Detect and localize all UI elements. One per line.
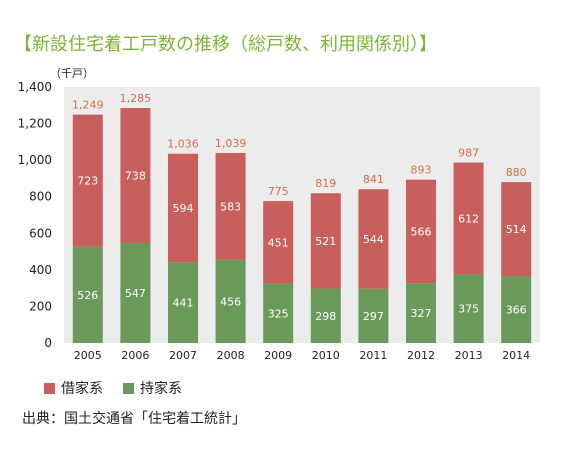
y-tick-label: 1,200 bbox=[18, 117, 52, 131]
source-note: 出典：国土交通省「住宅着工統計」 bbox=[22, 411, 246, 427]
x-tick-label: 2007 bbox=[169, 349, 197, 362]
y-tick-label: 1,400 bbox=[18, 80, 52, 94]
data-label-owned: 526 bbox=[77, 289, 98, 302]
bar-segment-owned bbox=[453, 274, 484, 343]
legend-item-owned: 持家系 bbox=[123, 378, 182, 398]
data-label-lease: 514 bbox=[506, 223, 527, 236]
chart-title: 【新設住宅着工戸数の推移（総戸数、利用関係別）】 bbox=[14, 34, 437, 55]
data-label-total: 1,036 bbox=[167, 138, 199, 151]
data-label-owned: 327 bbox=[411, 307, 432, 320]
data-label-lease: 544 bbox=[363, 233, 384, 246]
bar-segment-lease bbox=[215, 153, 246, 260]
bar-segment-owned bbox=[215, 259, 246, 343]
x-tick-label: 2010 bbox=[312, 349, 340, 362]
data-label-total: 1,285 bbox=[120, 92, 152, 105]
data-label-owned: 375 bbox=[458, 303, 479, 316]
y-tick-label: 200 bbox=[29, 299, 52, 313]
bar-segment-owned bbox=[358, 288, 389, 343]
data-label-total: 819 bbox=[315, 177, 336, 190]
data-label-owned: 441 bbox=[173, 297, 194, 310]
bar-segment-owned bbox=[120, 242, 151, 343]
legend-item-lease: 借家系 bbox=[44, 378, 103, 398]
x-tick-label: 2005 bbox=[74, 349, 102, 362]
data-label-total: 880 bbox=[506, 166, 527, 179]
legend-swatch-owned bbox=[123, 382, 134, 394]
x-tick-label: 2013 bbox=[455, 349, 483, 362]
bar-segment-owned bbox=[263, 283, 294, 343]
bar-segment-lease bbox=[120, 108, 151, 243]
data-label-lease: 738 bbox=[125, 170, 146, 183]
data-label-total: 893 bbox=[411, 164, 432, 177]
bar-segment-lease bbox=[406, 179, 436, 284]
data-label-total: 1,249 bbox=[72, 99, 104, 112]
x-tick-label: 2006 bbox=[121, 349, 149, 362]
data-label-lease: 583 bbox=[220, 200, 241, 213]
data-label-lease: 566 bbox=[411, 225, 432, 238]
x-tick-label: 2014 bbox=[502, 349, 530, 362]
data-label-lease: 723 bbox=[77, 175, 98, 188]
bar-segment-lease bbox=[263, 201, 294, 284]
bar-segment-lease bbox=[501, 182, 532, 277]
data-label-lease: 521 bbox=[315, 235, 336, 248]
y-tick-label: 1,000 bbox=[18, 153, 52, 167]
data-label-total: 775 bbox=[268, 185, 289, 198]
y-tick-label: 800 bbox=[29, 190, 52, 204]
bar-segment-lease bbox=[310, 193, 341, 289]
data-label-owned: 547 bbox=[125, 287, 146, 300]
y-tick-label: 0 bbox=[44, 336, 52, 350]
data-label-owned: 366 bbox=[506, 304, 527, 317]
bar-segment-lease bbox=[72, 114, 103, 247]
y-axis-unit-label: （千戸） bbox=[50, 67, 94, 80]
legend-label-lease: 借家系 bbox=[61, 381, 103, 397]
bar-segment-owned bbox=[168, 262, 198, 343]
data-label-owned: 325 bbox=[268, 307, 289, 320]
data-label-lease: 594 bbox=[173, 202, 194, 215]
data-label-owned: 298 bbox=[315, 310, 336, 323]
y-tick-label: 600 bbox=[29, 226, 52, 240]
data-label-total: 841 bbox=[363, 173, 384, 186]
legend-swatch-lease bbox=[44, 382, 55, 394]
bar-segment-owned bbox=[501, 276, 532, 343]
legend: 借家系 持家系 bbox=[44, 378, 182, 398]
y-tick-label: 400 bbox=[29, 263, 52, 277]
data-label-lease: 612 bbox=[458, 212, 479, 225]
legend-label-owned: 持家系 bbox=[140, 381, 182, 397]
bar-segment-owned bbox=[310, 288, 341, 343]
data-label-lease: 451 bbox=[268, 236, 289, 249]
x-tick-label: 2009 bbox=[264, 349, 292, 362]
data-label-owned: 297 bbox=[363, 310, 384, 323]
bar-segment-lease bbox=[168, 153, 198, 263]
bar-segment-owned bbox=[72, 246, 103, 343]
x-tick-label: 2008 bbox=[217, 349, 245, 362]
bar-segment-lease bbox=[453, 162, 484, 275]
bar-segment-lease bbox=[358, 189, 389, 289]
data-label-total: 1,039 bbox=[215, 137, 247, 150]
x-tick-label: 2011 bbox=[359, 349, 387, 362]
data-label-owned: 456 bbox=[220, 295, 241, 308]
data-label-total: 987 bbox=[458, 147, 479, 160]
x-tick-label: 2012 bbox=[407, 349, 435, 362]
bar-segment-owned bbox=[406, 283, 436, 343]
